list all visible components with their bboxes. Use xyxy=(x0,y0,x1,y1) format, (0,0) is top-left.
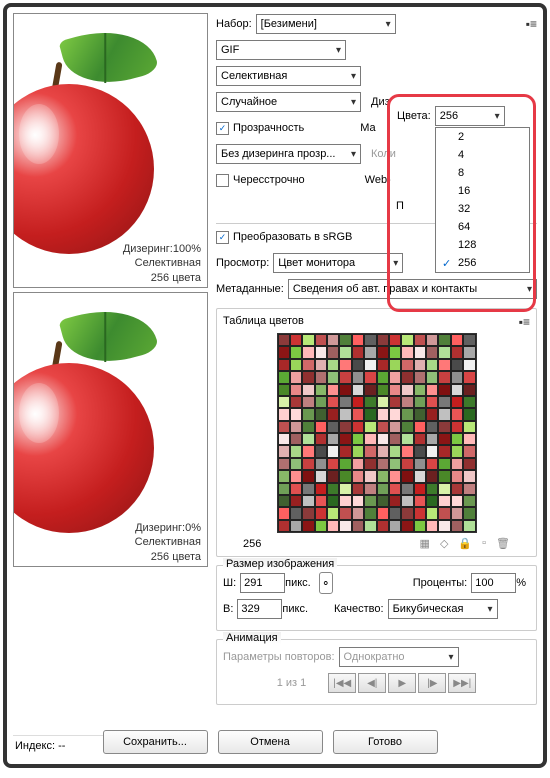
reduction-dropdown[interactable]: Селективная xyxy=(216,66,361,86)
percent-label: Проценты: xyxy=(413,577,468,589)
height-label: В: xyxy=(223,603,233,615)
ct-icon-1[interactable]: ▦ xyxy=(420,537,430,550)
preview-dropdown[interactable]: Цвет монитора xyxy=(273,253,403,273)
nav-prev-button: ◀| xyxy=(358,673,386,693)
color-table-panel: Таблица цветов ▪≡ 256 ▦ ◇ 🔒 ▫ 🗑 xyxy=(216,308,537,557)
link-icon[interactable]: ⚬ xyxy=(319,572,333,594)
trans-dither-dropdown[interactable]: Без дизеринга прозр... xyxy=(216,144,361,164)
cancel-button[interactable]: Отмена xyxy=(218,730,323,754)
colors-option-4[interactable]: 4 xyxy=(436,146,529,164)
nav-next-button: |▶ xyxy=(418,673,446,693)
nav-play-button: ▶ xyxy=(388,673,416,693)
panel-menu-icon[interactable]: ▪≡ xyxy=(526,17,537,31)
quality-dropdown[interactable]: Бикубическая xyxy=(388,599,498,619)
colors-option-8[interactable]: 8 xyxy=(436,164,529,182)
colors-option-2[interactable]: 2 xyxy=(436,128,529,146)
nav-last-button: ▶▶| xyxy=(448,673,476,693)
apple-shape xyxy=(13,363,154,533)
set-dropdown[interactable]: [Безимени] xyxy=(256,14,396,34)
preview-1[interactable]: Дизеринг:100% Селективная 256 цвета xyxy=(13,13,208,288)
percent-input[interactable] xyxy=(471,573,516,593)
done-button[interactable]: Готово xyxy=(333,730,438,754)
px-label-2: пикс. xyxy=(282,603,308,615)
animation-panel: Анимация Параметры повторов: Однократно … xyxy=(216,639,537,705)
ct-trash-icon[interactable]: 🗑 xyxy=(496,537,510,550)
color-table-title: Таблица цветов xyxy=(223,315,304,329)
nav-first-button: |◀◀ xyxy=(328,673,356,693)
colors-label: Цвета: xyxy=(397,110,431,122)
width-input[interactable] xyxy=(240,573,285,593)
ct-icon-4[interactable]: ▫ xyxy=(482,537,486,550)
kol-label: Коли xyxy=(371,148,396,160)
diz-label: Диз xyxy=(371,96,390,108)
repeat-dropdown: Однократно xyxy=(339,647,459,667)
colors-dropdown[interactable]: 256 xyxy=(435,106,505,126)
preview-2-info: Дизеринг:0% Селективная 256 цвета xyxy=(135,521,201,564)
image-size-panel: Размер изображения Ш: пикс. ⚬ Проценты: … xyxy=(216,565,537,631)
colors-option-256[interactable]: 256 xyxy=(436,254,529,272)
colors-dropdown-list[interactable]: 2 4 8 16 32 64 128 256 xyxy=(435,127,530,273)
web-label: Web- xyxy=(365,174,391,186)
colors-option-16[interactable]: 16 xyxy=(436,182,529,200)
quality-label: Качество: xyxy=(334,603,384,615)
px-label: пикс. xyxy=(285,577,311,589)
p-label: П xyxy=(396,200,404,212)
colors-option-32[interactable]: 32 xyxy=(436,200,529,218)
colors-option-128[interactable]: 128 xyxy=(436,236,529,254)
height-input[interactable] xyxy=(237,599,282,619)
transparency-label: Прозрачность xyxy=(233,122,304,134)
repeat-label: Параметры повторов: xyxy=(223,651,335,663)
percent-suffix: % xyxy=(516,577,526,589)
apple-shape xyxy=(13,84,154,254)
srgb-checkbox[interactable]: ✓ xyxy=(216,231,229,244)
color-table-menu-icon[interactable]: ▪≡ xyxy=(519,315,530,329)
colors-option-64[interactable]: 64 xyxy=(436,218,529,236)
save-button[interactable]: Сохранить... xyxy=(103,730,208,754)
set-label: Набор: xyxy=(216,18,252,30)
format-dropdown[interactable]: GIF xyxy=(216,40,346,60)
frame-indicator: 1 из 1 xyxy=(277,677,307,689)
animation-title: Анимация xyxy=(223,632,281,644)
dither-dropdown[interactable]: Случайное xyxy=(216,92,361,112)
width-label: Ш: xyxy=(223,577,236,589)
ct-icon-3[interactable]: 🔒 xyxy=(458,537,472,550)
preview-label: Просмотр: xyxy=(216,257,269,269)
color-count: 256 xyxy=(243,538,261,550)
ct-icon-2[interactable]: ◇ xyxy=(440,537,448,550)
transparency-checkbox[interactable]: ✓ xyxy=(216,122,229,135)
metadata-label: Метаданные: xyxy=(216,283,284,295)
preview-2[interactable]: Дизеринг:0% Селективная 256 цвета xyxy=(13,292,208,567)
interlaced-checkbox[interactable] xyxy=(216,174,229,187)
metadata-dropdown[interactable]: Сведения об авт. правах и контакты xyxy=(288,279,537,299)
image-size-title: Размер изображения xyxy=(223,558,337,570)
preview-1-info: Дизеринг:100% Селективная 256 цвета xyxy=(123,242,201,285)
srgb-label: Преобразовать в sRGB xyxy=(233,231,352,243)
mat-label: Ма xyxy=(360,122,375,134)
interlaced-label: Чересстрочно xyxy=(233,174,305,186)
color-table-grid[interactable] xyxy=(277,333,477,533)
